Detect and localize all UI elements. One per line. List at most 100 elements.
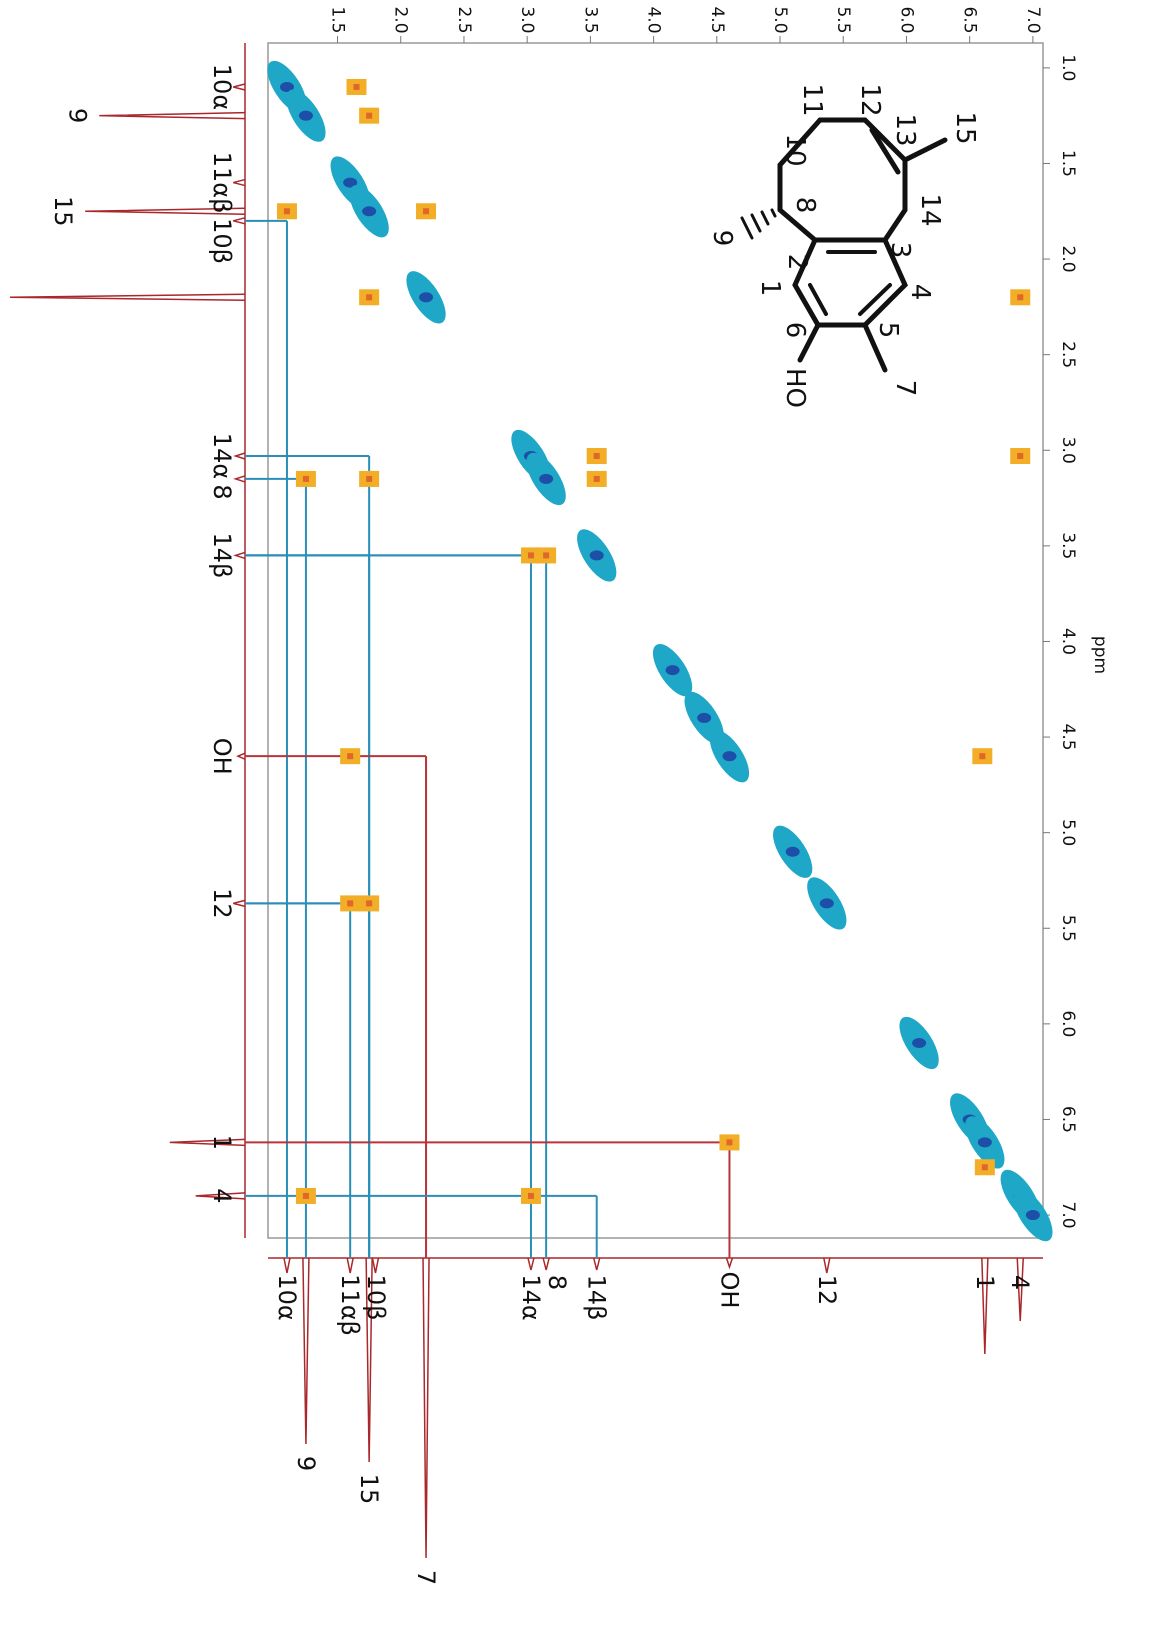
y-tick-label: 3.0 bbox=[1058, 437, 1078, 464]
left-peak-label: 10α bbox=[208, 64, 236, 110]
peak-core bbox=[722, 751, 737, 762]
y-tick-label: 5.0 bbox=[1058, 819, 1078, 846]
x-tick-label: 2.0 bbox=[391, 6, 411, 33]
atom-label: 8 bbox=[790, 197, 820, 214]
bottom-peak-label: 14β bbox=[583, 1275, 611, 1321]
atom-label: 2 bbox=[782, 254, 812, 271]
bond bbox=[902, 137, 948, 163]
hash bbox=[750, 213, 762, 233]
peak-core bbox=[977, 1137, 992, 1148]
double-bond bbox=[808, 283, 828, 316]
peak-core bbox=[593, 475, 600, 482]
y-tick-label: 3.5 bbox=[1058, 532, 1078, 559]
peak-core bbox=[1017, 294, 1024, 301]
atom-label: 3 bbox=[885, 242, 915, 259]
y-tick-label: 7.0 bbox=[1058, 1202, 1078, 1229]
hash bbox=[740, 216, 754, 240]
peak-core bbox=[366, 112, 373, 119]
peak-core bbox=[419, 292, 434, 303]
x-tick-label: 4.5 bbox=[707, 6, 727, 33]
peak-core bbox=[1025, 1210, 1040, 1221]
bottom-peak-label: 14α bbox=[517, 1274, 545, 1320]
left-peak-label: 4 bbox=[208, 1188, 236, 1203]
x-tick-label: 5.0 bbox=[770, 6, 790, 33]
x-tick-label: 4.0 bbox=[644, 6, 664, 33]
x-tick-label: 6.5 bbox=[960, 6, 980, 33]
bottom-peak-label: 10α bbox=[273, 1274, 301, 1320]
peak-core bbox=[283, 208, 290, 215]
left-spectrum-peak bbox=[85, 207, 246, 216]
peak-core bbox=[423, 208, 430, 215]
y-tick-label: 1.5 bbox=[1058, 150, 1078, 177]
peak-core bbox=[302, 475, 309, 482]
bond bbox=[862, 322, 888, 373]
peak-core bbox=[981, 1164, 988, 1171]
left-peak-label: 14β bbox=[208, 532, 236, 578]
hashed-bond bbox=[740, 208, 777, 240]
peak-core bbox=[366, 900, 373, 907]
y-tick-label: 4.5 bbox=[1058, 724, 1078, 751]
left-spectrum-peak bbox=[233, 178, 246, 187]
peak-core bbox=[726, 1139, 733, 1146]
peak-core bbox=[527, 1192, 534, 1199]
peak-core bbox=[298, 110, 313, 121]
bottom-peak-label: 11αβ bbox=[336, 1274, 364, 1336]
left-spectrum-peak bbox=[233, 217, 246, 225]
peak-core bbox=[697, 712, 712, 723]
y-tick-label: 1.0 bbox=[1058, 54, 1078, 81]
atom-label: 10 bbox=[780, 133, 810, 166]
y-tick-label: 6.0 bbox=[1058, 1010, 1078, 1037]
bottom-peak-label: 1 bbox=[971, 1275, 999, 1290]
structure bbox=[740, 117, 948, 373]
peak-core bbox=[1017, 452, 1024, 459]
axis-label: ppm bbox=[1090, 636, 1110, 674]
bottom-spectrum-peak bbox=[422, 1257, 430, 1559]
atom-label: 9 bbox=[707, 230, 737, 247]
left-spectrum-peak bbox=[233, 899, 246, 908]
x-tick-label: 3.5 bbox=[580, 6, 600, 33]
bond bbox=[777, 117, 823, 243]
atom-label: 12 bbox=[855, 83, 885, 116]
bottom-spectrum-peak bbox=[302, 1257, 310, 1445]
y-tick-label: 6.5 bbox=[1058, 1106, 1078, 1133]
bottom-spectrum-peak bbox=[346, 1257, 354, 1274]
atom-label: 4 bbox=[905, 284, 935, 301]
bottom-spectrum-peak bbox=[823, 1257, 831, 1274]
left-spectrum-peak bbox=[195, 1192, 246, 1200]
left-spectrum-peak bbox=[233, 551, 246, 560]
peak-core bbox=[912, 1037, 927, 1048]
bottom-peak-label: OH bbox=[715, 1272, 743, 1309]
left-peak-label: 1 bbox=[208, 1135, 236, 1150]
atom-label: 5 bbox=[873, 322, 903, 339]
x-tick-label: 5.5 bbox=[833, 6, 853, 33]
x-tick-label: 7.0 bbox=[1023, 6, 1043, 33]
peak-core bbox=[527, 552, 534, 559]
atom-label: 11 bbox=[797, 83, 827, 116]
x-tick-label: 2.5 bbox=[454, 6, 474, 33]
bottom-spectrum-peak bbox=[371, 1257, 380, 1274]
peak-core bbox=[347, 753, 354, 760]
peak-core bbox=[785, 846, 800, 857]
double-bond bbox=[858, 283, 892, 316]
left-peak-label: 12 bbox=[208, 888, 236, 919]
bottom-peak-label: 8 bbox=[543, 1275, 571, 1290]
x-tick-label: 6.0 bbox=[896, 6, 916, 33]
hash bbox=[760, 210, 770, 226]
left-spectrum-peak bbox=[233, 452, 246, 460]
peak-core bbox=[665, 665, 680, 676]
peak-core bbox=[302, 1192, 309, 1199]
x-tick-label: 3.0 bbox=[517, 6, 537, 33]
bottom-spectrum-peak bbox=[981, 1257, 989, 1355]
peak-core bbox=[343, 177, 358, 188]
peak-core bbox=[347, 900, 354, 907]
left-peak-label: 7 bbox=[0, 290, 2, 305]
peak-core bbox=[819, 898, 834, 909]
y-tick-label: 2.5 bbox=[1058, 341, 1078, 368]
plot-frame bbox=[267, 42, 1044, 1239]
left-spectrum-peak bbox=[233, 475, 246, 483]
bottom-peak-label: 10β bbox=[362, 1275, 390, 1321]
atom-label: 6 bbox=[780, 322, 810, 339]
bottom-spectrum-peak bbox=[283, 1257, 291, 1274]
y-tick-label: 4.0 bbox=[1058, 628, 1078, 655]
